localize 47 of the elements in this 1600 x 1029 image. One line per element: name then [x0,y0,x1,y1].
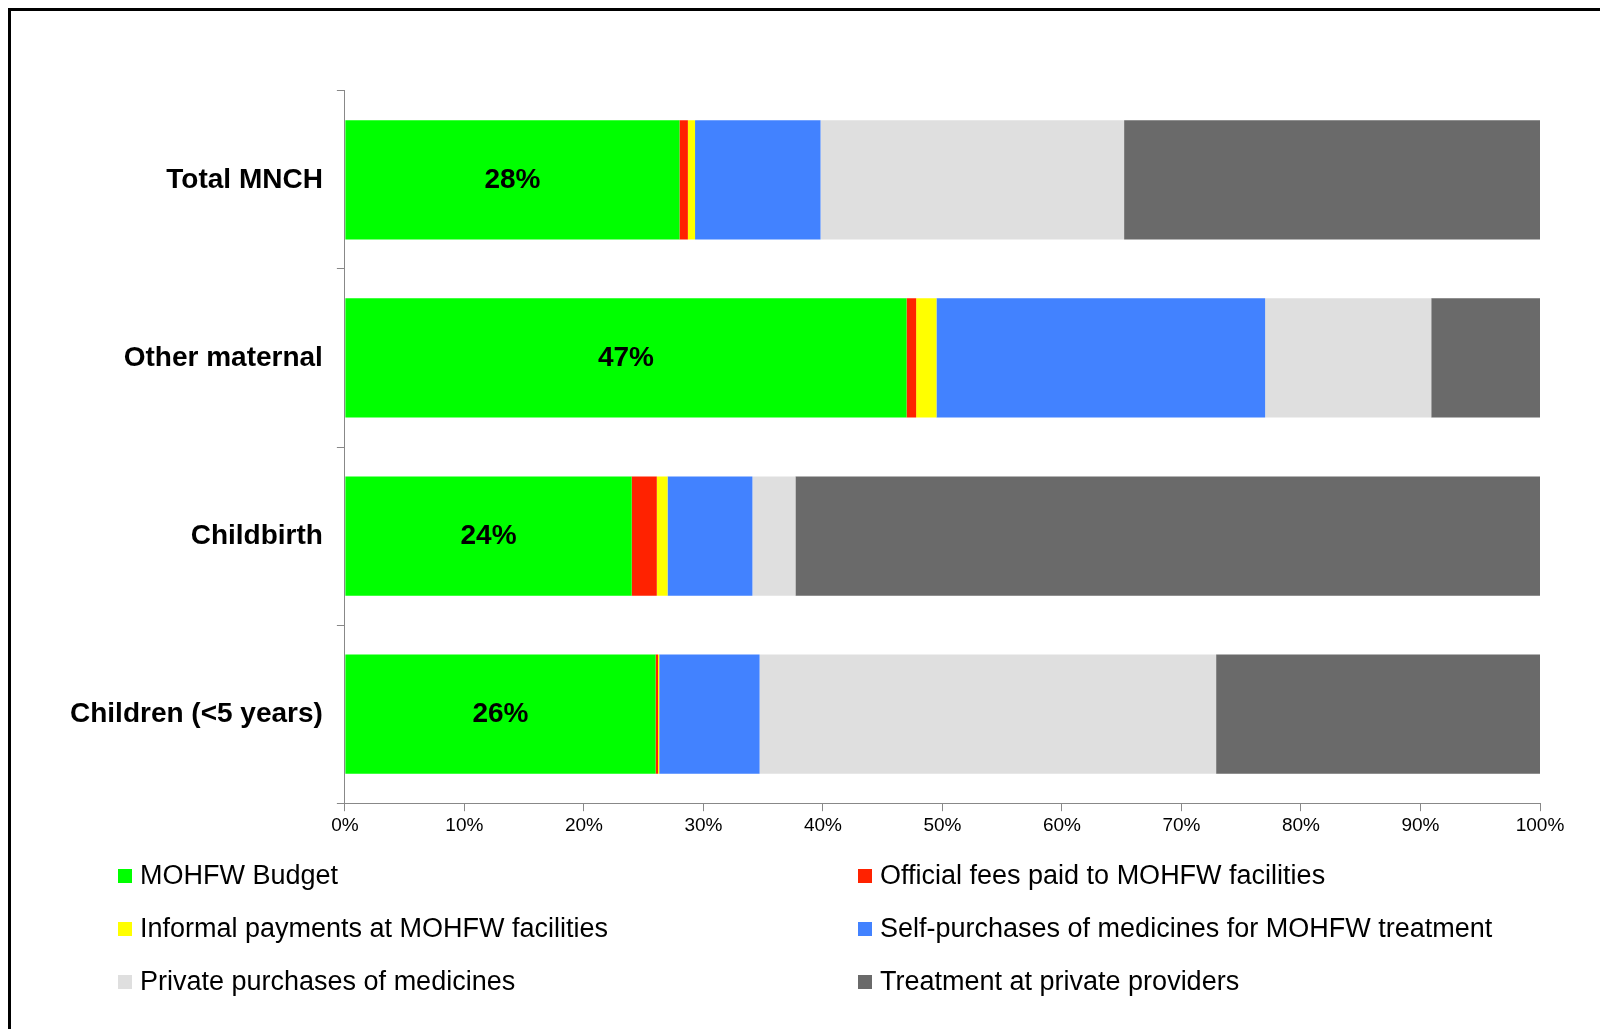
x-tick-label: 10% [445,813,484,835]
bar [752,476,796,596]
x-tick-label: 70% [1162,813,1201,835]
bar [631,476,657,596]
legend-label: MOHFW Budget [140,860,339,891]
y-tick-label: Total MNCH [166,162,323,194]
bar [679,120,688,240]
bar [659,654,760,774]
data-label: 47% [597,340,655,372]
x-tick-label: 60% [1042,813,1082,835]
bar [695,120,821,240]
bar [759,654,1217,774]
y-tick-label: Childbirth [190,518,323,550]
x-tick-label: 30% [684,813,723,835]
bar [656,476,668,596]
data-label: 24% [460,518,517,550]
legend-label: Private purchases of medicines [140,966,516,997]
bar [1431,298,1540,418]
bar [820,120,1125,240]
bar [687,120,696,240]
bar [667,476,753,596]
data-label: 28% [484,162,541,194]
bar [345,120,680,240]
y-tick-label: Children (<5 years) [70,696,323,728]
bar [345,654,656,774]
bar [345,476,632,596]
x-tick-label: 20% [564,813,604,835]
legend-label: Official fees paid to MOHFW facilities [880,860,1326,891]
bar [916,298,937,418]
legend-label: Treatment at private providers [880,966,1240,997]
x-tick-label: 40% [803,813,843,835]
bar [1265,298,1432,418]
legend-label: Informal payments at MOHFW facilities [140,913,609,944]
bar [1216,654,1540,774]
legend-label: Self-purchases of medicines for MOHFW treatment [880,913,1493,944]
data-label: 26% [472,696,529,728]
x-tick-label: 100% [1515,813,1565,835]
x-tick-label: 50% [923,813,962,835]
bar [795,476,1540,596]
bar [906,298,917,418]
bar [936,298,1266,418]
x-tick-label: 80% [1281,813,1321,835]
x-tick-label: 90% [1401,813,1440,835]
bar [345,298,907,418]
y-tick-label: Other maternal [123,340,323,372]
x-tick-label: 0% [331,813,359,835]
bar [1124,120,1540,240]
